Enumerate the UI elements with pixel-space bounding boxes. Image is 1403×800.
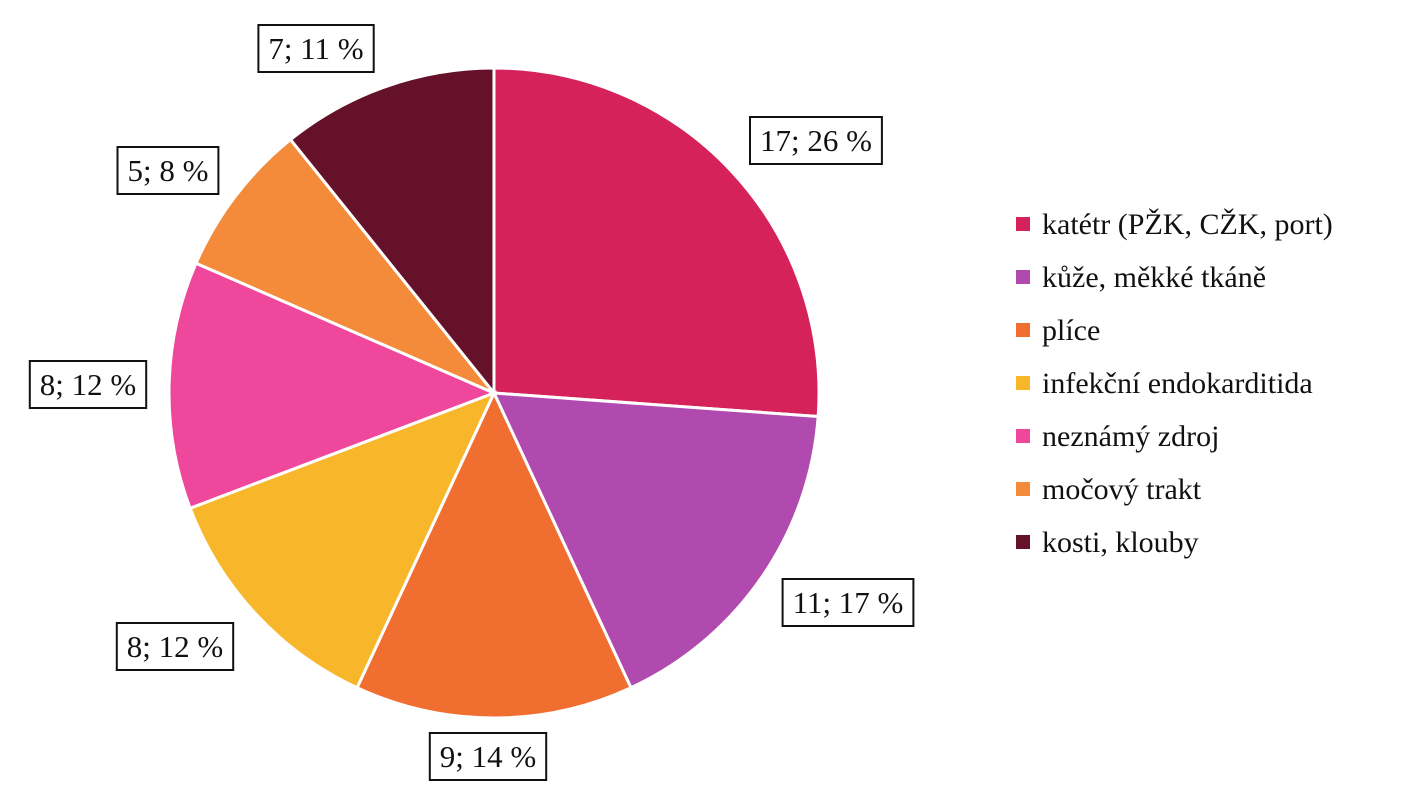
data-label-5: 8; 12 %: [28, 360, 148, 409]
data-label-text: 17; 26 %: [760, 123, 872, 158]
data-label-6: 5; 8 %: [116, 146, 220, 195]
legend-label: neznámý zdroj: [1042, 420, 1219, 453]
legend-label: kosti, klouby: [1042, 526, 1199, 559]
data-label-box: [781, 578, 915, 627]
data-label-2: 11; 17 %: [781, 578, 915, 627]
pie-slice-4: [188, 390, 497, 690]
pie-slice-2: [491, 391, 820, 690]
legend-label: močový trakt: [1042, 473, 1202, 506]
data-labels: 17; 26 % 11; 17 % 9; 14 % 8; 12 % 8; 12 % 5; …: [28, 24, 915, 781]
data-label-box: [116, 146, 220, 195]
data-label-box: [257, 24, 375, 73]
legend-swatch: [1016, 270, 1030, 284]
legend-swatch: [1016, 217, 1030, 231]
legend-item-6: močový trakt: [1016, 473, 1202, 506]
legend-label: infekční endokarditida: [1042, 367, 1313, 400]
legend-item-7: kosti, klouby: [1016, 526, 1199, 559]
legend: katétr (PŽK, CŽK, port) kůže, měkké tkáně…: [1016, 208, 1333, 559]
legend-swatch: [1016, 482, 1030, 496]
legend-item-4: infekční endokarditida: [1016, 367, 1313, 400]
legend-swatch: [1016, 429, 1030, 443]
data-label-7: 7; 11 %: [257, 24, 375, 73]
data-label-text: 9; 14 %: [440, 739, 536, 774]
data-label-text: 7; 11 %: [268, 31, 363, 66]
pie-slice-1: [492, 66, 821, 419]
data-label-text: 8; 12 %: [127, 629, 223, 664]
pie-slice-5: [167, 261, 498, 511]
data-label-box: [428, 732, 548, 781]
legend-swatch: [1016, 535, 1030, 549]
data-label-box: [28, 360, 148, 409]
legend-item-3: plíce: [1016, 314, 1100, 347]
data-label-4: 8; 12 %: [115, 622, 235, 671]
legend-item-1: katétr (PŽK, CŽK, port): [1016, 208, 1333, 241]
pie-slice-3: [355, 389, 633, 720]
legend-item-5: neznámý zdroj: [1016, 420, 1219, 453]
data-label-text: 11; 17 %: [793, 585, 904, 620]
legend-item-2: kůže, měkké tkáně: [1016, 261, 1266, 294]
data-label-text: 8; 12 %: [40, 367, 136, 402]
legend-swatch: [1016, 323, 1030, 337]
pie-slice-7: [288, 66, 496, 398]
legend-label: kůže, měkké tkáně: [1042, 261, 1266, 294]
data-label-box: [749, 116, 883, 165]
pie-slice-6: [194, 137, 496, 395]
legend-swatch: [1016, 376, 1030, 390]
data-label-text: 5; 8 %: [128, 153, 209, 188]
legend-label: katétr (PŽK, CŽK, port): [1042, 208, 1333, 241]
data-label-box: [115, 622, 235, 671]
pie-slices: [167, 66, 821, 720]
data-label-1: 17; 26 %: [749, 116, 883, 165]
legend-label: plíce: [1042, 314, 1100, 347]
data-label-3: 9; 14 %: [428, 732, 548, 781]
